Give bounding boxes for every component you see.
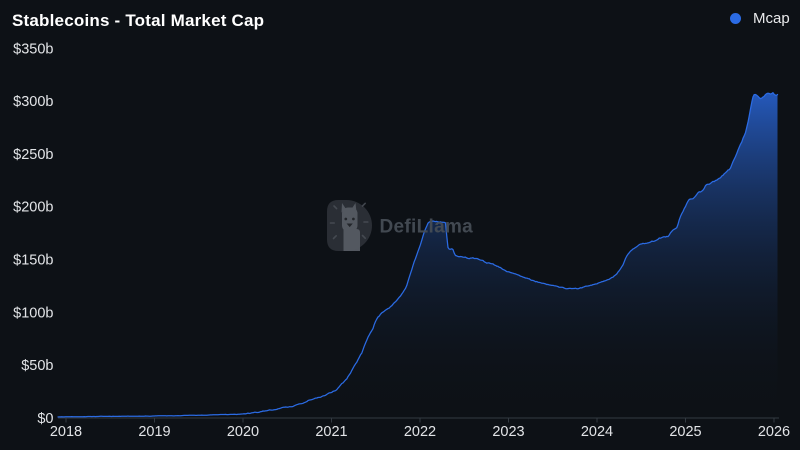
svg-text:2019: 2019: [138, 424, 170, 440]
svg-text:$200b: $200b: [13, 200, 53, 216]
svg-text:2026: 2026: [758, 424, 790, 440]
svg-text:DefiLlama: DefiLlama: [380, 217, 474, 238]
svg-text:$150b: $150b: [13, 253, 53, 269]
svg-text:2024: 2024: [581, 424, 613, 440]
svg-text:2023: 2023: [492, 424, 524, 440]
svg-text:$100b: $100b: [13, 305, 53, 321]
svg-text:$250b: $250b: [13, 147, 53, 163]
svg-text:$50b: $50b: [21, 358, 53, 374]
svg-text:2018: 2018: [50, 424, 82, 440]
svg-text:$350b: $350b: [13, 41, 53, 57]
svg-text:$300b: $300b: [13, 94, 53, 110]
svg-text:2022: 2022: [404, 424, 436, 440]
svg-text:2025: 2025: [669, 424, 701, 440]
svg-text:2020: 2020: [227, 424, 259, 440]
svg-text:$0: $0: [37, 411, 53, 427]
svg-text:2021: 2021: [315, 424, 347, 440]
